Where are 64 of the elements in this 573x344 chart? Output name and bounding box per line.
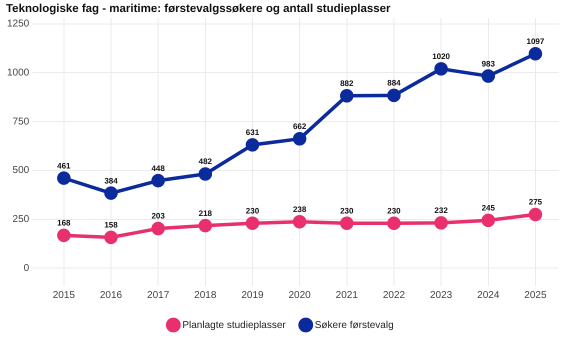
point [482, 214, 496, 228]
x-tick-label: 2019 [241, 290, 264, 301]
data-label: 983 [482, 59, 496, 68]
x-tick-label: 2020 [288, 290, 312, 301]
point [340, 216, 354, 230]
data-label: 218 [198, 208, 213, 218]
data-label: 232 [434, 206, 448, 216]
data-label: 448 [151, 164, 166, 173]
x-tick-label: 2022 [382, 290, 406, 301]
point [292, 214, 306, 228]
point [151, 222, 165, 236]
point [246, 216, 260, 230]
data-label: 203 [151, 212, 166, 221]
point [387, 216, 401, 230]
data-label: 461 [57, 161, 72, 170]
y-tick-label: 250 [12, 214, 30, 226]
y-tick-label: 1250 [6, 18, 30, 30]
point [528, 208, 542, 222]
data-label: 384 [104, 176, 118, 186]
point [198, 218, 212, 232]
data-label: 238 [292, 204, 307, 214]
x-tick-label: 2017 [147, 290, 170, 301]
y-tick-label: 1000 [6, 67, 30, 78]
data-label: 158 [104, 220, 118, 230]
chart-title: Teknologiske fag - maritime: førstevalgssøkere og antall studieplasser [6, 3, 391, 15]
x-tick-label: 2023 [430, 290, 453, 301]
point [482, 69, 496, 83]
point [387, 88, 401, 102]
data-label: 230 [340, 206, 354, 216]
point [292, 132, 306, 146]
point [434, 216, 448, 230]
point [104, 186, 118, 200]
y-tick-label: 0 [24, 262, 30, 274]
x-tick-label: 2015 [52, 290, 76, 301]
point [528, 47, 542, 61]
data-label: 230 [387, 206, 402, 216]
point [246, 138, 260, 152]
legend-label: Planlagte studieplasser [182, 320, 286, 331]
data-label: 275 [528, 198, 543, 207]
x-tick-label: 2025 [524, 290, 547, 301]
data-label: 482 [198, 157, 213, 166]
data-label: 230 [246, 206, 260, 216]
data-label: 1020 [432, 52, 451, 62]
data-label: 168 [57, 218, 72, 228]
legend-label: Søkere førstevalg [314, 320, 394, 331]
point [57, 171, 71, 185]
x-tick-label: 2018 [194, 290, 217, 301]
point [57, 228, 71, 242]
point [434, 62, 448, 76]
point [198, 167, 212, 181]
point [340, 89, 354, 103]
data-label: 245 [482, 204, 496, 213]
y-tick-label: 500 [12, 165, 30, 176]
x-tick-label: 2016 [100, 290, 123, 301]
x-tick-label: 2024 [477, 290, 500, 301]
point [151, 174, 165, 188]
x-tick-label: 2021 [336, 290, 358, 301]
data-label: 884 [387, 78, 402, 88]
data-label: 631 [246, 128, 260, 138]
y-tick-label: 750 [12, 116, 30, 128]
data-label: 662 [292, 122, 307, 132]
data-label: 882 [340, 79, 354, 88]
point [104, 230, 118, 244]
data-label: 1097 [526, 36, 545, 46]
